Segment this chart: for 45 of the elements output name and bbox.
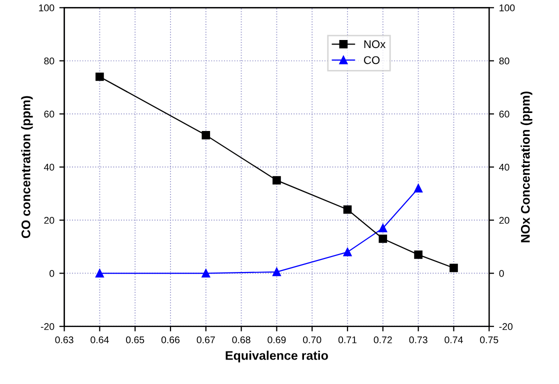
point [272,176,281,184]
y2-tick-label: 0 [499,270,504,277]
y-tick-label: 20 [44,216,54,224]
y-axis-title: CO concentration (ppm) [21,96,33,238]
point [450,264,458,272]
point [343,205,352,214]
y-tick-label: 40 [44,164,54,171]
y2-axis-title: NOx Concentration (ppm) [520,92,532,242]
x-tick-label: 0.63 [55,336,74,344]
x-tick-label: 0.72 [374,336,392,344]
legend-label: CO [364,56,380,64]
point [378,224,388,232]
point [414,184,422,192]
y-tick-label: 80 [44,58,54,64]
x-tick-label: 0.65 [126,336,144,344]
y2-tick-label: 100 [500,4,515,12]
y-tick-label: -20 [40,323,54,330]
point [202,269,210,278]
point [272,268,281,276]
y-tick-label: 100 [39,4,54,12]
y2-tick-label: -20 [499,323,513,330]
point [96,269,104,278]
x-tick-label: 0.70 [303,336,322,344]
y2-tick-label: 20 [499,216,510,224]
y2-tick-label: 60 [499,110,510,118]
y-tick-label: 0 [50,270,54,277]
x-axis-title: Equivalence ratio [226,350,328,362]
point [378,234,388,243]
x-tick-label: 0.67 [196,336,215,344]
x-tick-label: 0.64 [90,336,109,344]
point [96,72,104,81]
point [414,250,422,259]
x-tick-label: 0.71 [338,336,356,344]
x-tick-label: 0.68 [232,336,250,344]
point [343,248,352,256]
x-tick-label: 0.66 [161,336,180,344]
x-tick-label: 0.74 [444,336,463,344]
y2-tick-label: 40 [499,164,510,171]
x-tick-label: 0.69 [268,336,286,344]
x-tick-label: 0.75 [480,336,498,344]
y-tick-label: 60 [44,110,54,118]
point [202,131,210,140]
legend-label: NOx [364,40,386,48]
x-tick-label: 0.73 [409,336,428,344]
y2-tick-label: 80 [499,58,510,64]
